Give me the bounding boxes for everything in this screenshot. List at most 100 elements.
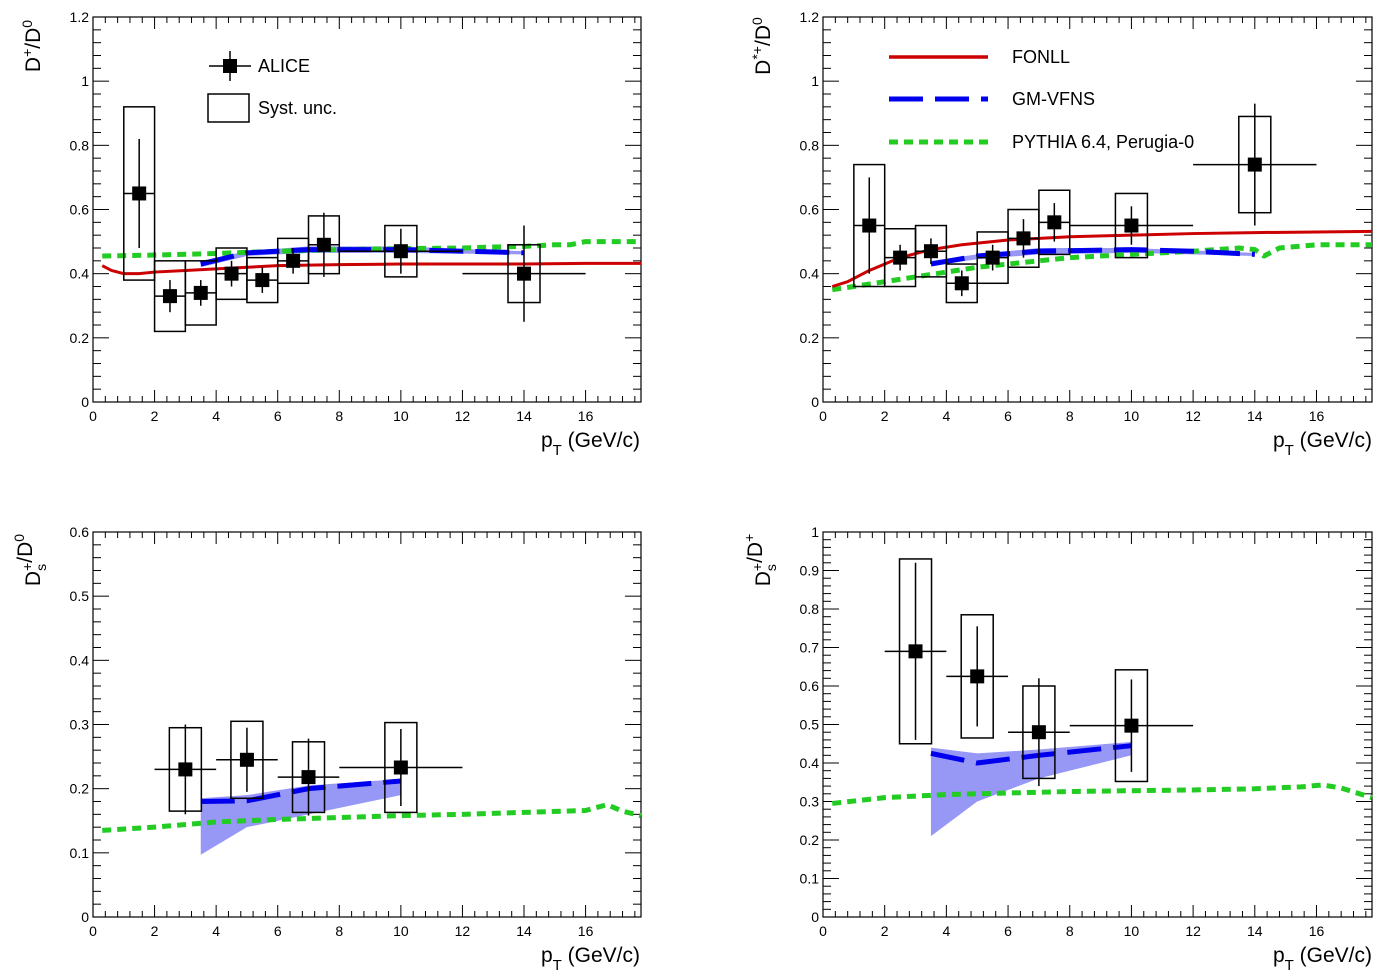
y-tick-label: 0.2 [70, 330, 90, 346]
y-tick-label: 0.6 [800, 202, 820, 218]
y-tick-label: 0.7 [800, 640, 820, 656]
data-point [255, 273, 270, 288]
y-tick-label: 0.3 [70, 717, 90, 733]
y-tick-label: 0.3 [800, 794, 820, 810]
legend-syst-box-icon [207, 93, 250, 123]
y-tick-label: 0.5 [70, 588, 90, 604]
data-point [970, 669, 985, 684]
x-tick-label: 0 [819, 923, 827, 939]
y-tick-label: 0.8 [70, 137, 90, 153]
data-point [954, 276, 969, 291]
data-point [1124, 218, 1139, 233]
data-point [1031, 725, 1046, 740]
x-tick-label: 8 [335, 408, 343, 424]
x-tick-label: 6 [274, 408, 282, 424]
x-tick-label: 10 [1124, 408, 1140, 424]
legend-top-left: ALICE Syst. unc. [207, 51, 337, 123]
y-tick-label: 0.4 [800, 755, 820, 771]
plot-frame [822, 16, 1373, 403]
x-tick-label: 0 [819, 408, 827, 424]
data-point [178, 762, 193, 777]
y-tick-label: 0.1 [800, 871, 820, 887]
plot-frame [92, 531, 642, 918]
x-tick-label: 10 [393, 408, 409, 424]
x-tick-label: 14 [516, 408, 532, 424]
chart-panel-bottom-right: 0 2 4 6 8 10 12 14 16 0 0.1 0.2 0.3 0.4 0.5 0.6 0.7 0.8 0.… [741, 524, 1373, 974]
x-tick-label: 6 [1004, 923, 1012, 939]
pythia-curve [831, 242, 1372, 293]
legend-gmvfns-label: GM-VFNS [1012, 89, 1095, 109]
gmvfns-curve [930, 247, 1255, 267]
x-tick-label: 12 [455, 923, 471, 939]
x-tick-label: 8 [1066, 408, 1074, 424]
chart-panel-top-left: 0 2 4 6 8 10 12 14 16 0 0.2 0.4 0.6 0.8 1 1.2 pT (GeV/c)… [19, 9, 642, 459]
legend-alice-label: ALICE [258, 56, 310, 76]
y-tick-label: 0.2 [800, 330, 820, 346]
x-tick-label: 14 [1247, 408, 1263, 424]
x-tick-label: 14 [1247, 923, 1263, 939]
x-axis-title: pT (GeV/c) [541, 944, 640, 974]
data-point [1124, 718, 1139, 733]
gmvfns-curve [930, 743, 1132, 766]
y-tick-label: 0 [811, 394, 819, 410]
data-point [162, 289, 177, 304]
data-point [985, 250, 1000, 265]
x-tick-label: 14 [516, 923, 532, 939]
pythia-curve [831, 782, 1373, 806]
y-tick-label: 1.2 [800, 9, 820, 25]
data-point [1247, 157, 1262, 172]
y-axis-title: D*+/D0 [749, 17, 775, 75]
y-tick-label: 0.2 [800, 832, 820, 848]
x-tick-label: 8 [1066, 923, 1074, 939]
x-tick-label: 4 [942, 408, 950, 424]
x-tick-label: 12 [1185, 923, 1201, 939]
data-point [286, 253, 301, 268]
data-point [862, 218, 877, 233]
y-axis-title: Ds+/D0 [11, 534, 49, 586]
y-tick-label: 0.6 [800, 678, 820, 694]
y-tick-label: 0.4 [800, 266, 820, 282]
y-tick-label: 0 [811, 909, 819, 925]
data-point [1047, 215, 1062, 230]
x-axis-title: pT (GeV/c) [1273, 944, 1372, 974]
x-tick-label: 6 [1004, 408, 1012, 424]
y-tick-label: 0.5 [800, 717, 820, 733]
y-tick-label: 0.2 [70, 781, 90, 797]
fonll-curve [101, 261, 641, 276]
y-tick-label: 0.9 [800, 563, 820, 579]
y-tick-label: 0.8 [800, 137, 820, 153]
data-point [893, 250, 908, 265]
data-point [224, 266, 239, 281]
x-tick-label: 12 [1185, 408, 1201, 424]
x-tick-label: 4 [942, 923, 950, 939]
y-tick-label: 1 [811, 73, 819, 89]
x-tick-label: 6 [274, 923, 282, 939]
y-tick-label: 0.4 [70, 266, 90, 282]
x-axis-title: pT (GeV/c) [541, 429, 640, 459]
legend-fonll-label: FONLL [1012, 47, 1070, 67]
x-tick-label: 4 [212, 408, 220, 424]
x-tick-label: 0 [89, 408, 97, 424]
y-tick-label: 1 [81, 73, 89, 89]
x-tick-label: 2 [881, 408, 889, 424]
data-point [301, 770, 316, 785]
data-point [393, 760, 408, 775]
y-tick-label: 0 [81, 909, 89, 925]
data-point [239, 752, 254, 767]
data-point [316, 237, 331, 252]
x-tick-label: 12 [455, 408, 471, 424]
x-tick-label: 2 [151, 923, 159, 939]
y-tick-label: 0 [81, 394, 89, 410]
x-tick-label: 10 [393, 923, 409, 939]
pythia-curve [102, 802, 642, 833]
x-tick-label: 16 [578, 408, 594, 424]
legend-pythia-label: PYTHIA 6.4, Perugia-0 [1012, 132, 1194, 152]
gmvfns-band [930, 741, 1132, 837]
y-tick-label: 1.2 [70, 9, 90, 25]
y-tick-label: 0.6 [70, 524, 90, 540]
x-tick-label: 16 [1309, 923, 1325, 939]
data-point [193, 285, 208, 300]
legend-top-right: FONLL GM-VFNS PYTHIA 6.4, Perugia-0 [889, 47, 1194, 152]
y-tick-label: 1 [811, 524, 819, 540]
